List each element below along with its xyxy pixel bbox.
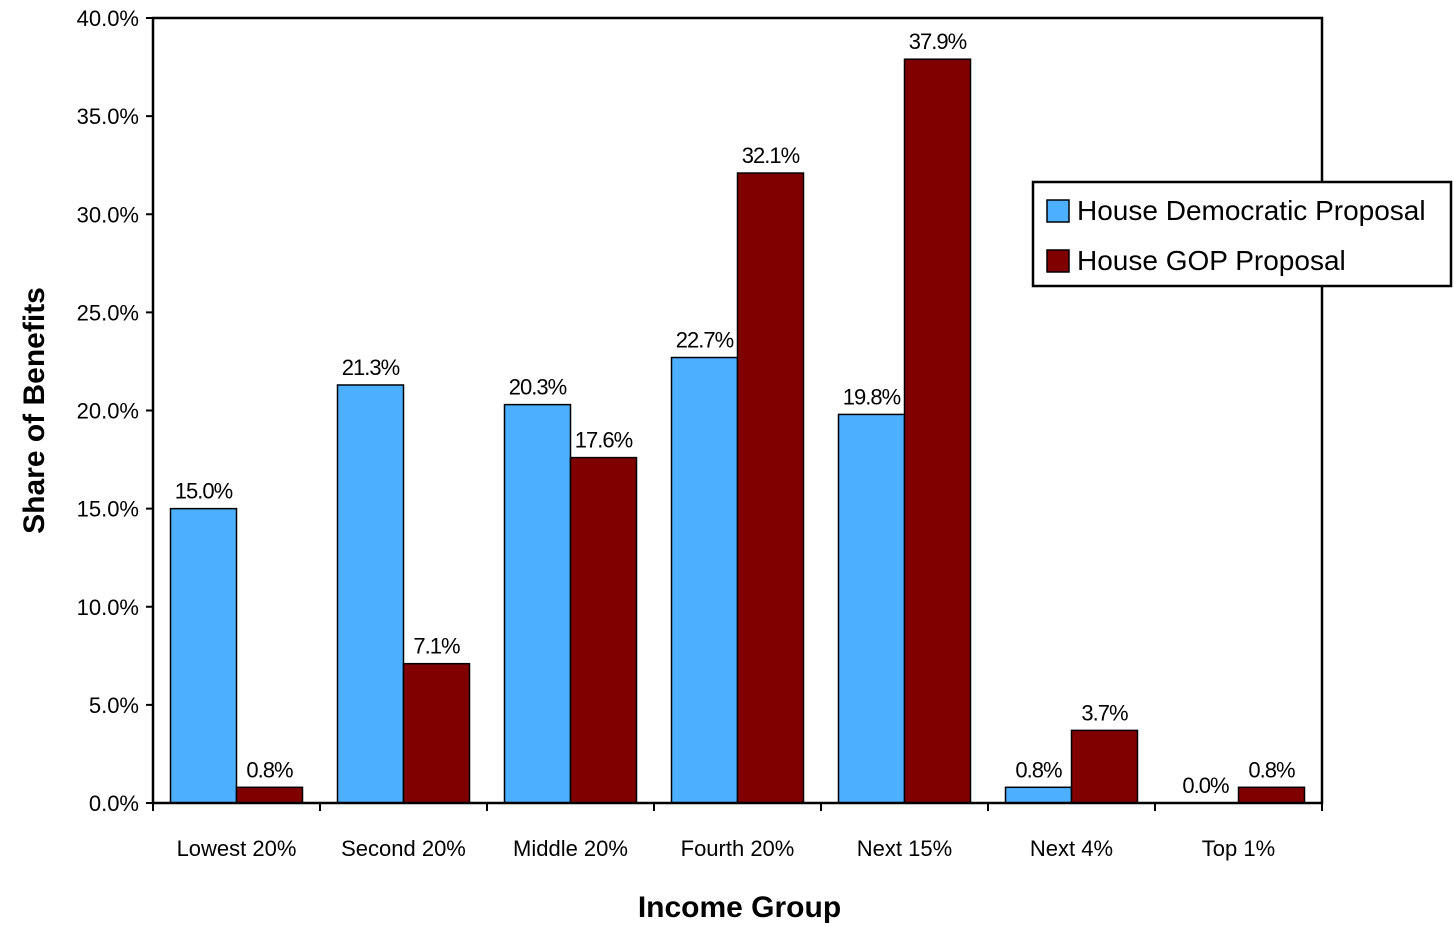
data-label: 0.8%: [246, 757, 293, 782]
bar-democratic: [670, 356, 739, 804]
legend-label: House Democratic Proposal: [1077, 195, 1426, 226]
data-label: 21.3%: [342, 355, 400, 380]
data-label: 3.7%: [1081, 700, 1128, 725]
plot-area-frame: [151, 16, 1324, 805]
data-label: 7.1%: [413, 634, 460, 659]
y-axis-ticks: 0.0% 5.0% 10.0% 15.0% 20.0% 25.0% 30.0% 35.0% 40…: [77, 6, 153, 816]
data-label: 19.8%: [843, 384, 901, 409]
bar-gop: [402, 662, 471, 804]
bar-gop: [736, 172, 805, 804]
data-label: 37.9%: [909, 29, 967, 54]
x-tick-label: Middle 20%: [513, 836, 628, 861]
y-axis-title: Share of Benefits: [18, 287, 51, 534]
legend: House Democratic Proposal House GOP Propo…: [1031, 180, 1453, 288]
legend-label: House GOP Proposal: [1077, 245, 1346, 276]
y-tick-label: 5.0%: [89, 693, 139, 718]
data-label: 17.6%: [575, 428, 633, 453]
y-tick-label: 0.0%: [89, 791, 139, 816]
y-tick-label: 35.0%: [77, 104, 139, 129]
x-tick-label: Next 4%: [1030, 836, 1113, 861]
x-tick-label: Second 20%: [341, 836, 466, 861]
x-axis-title: Income Group: [638, 891, 841, 924]
x-tick-label: Top 1%: [1202, 836, 1275, 861]
legend-swatch: [1046, 199, 1070, 223]
data-label: 20.3%: [509, 375, 567, 400]
y-tick-label: 30.0%: [77, 202, 139, 227]
bar-gop: [1070, 729, 1139, 804]
bar-democratic: [837, 413, 906, 804]
bar-gop: [235, 786, 304, 804]
y-tick-label: 40.0%: [77, 6, 139, 31]
bar-gop: [1237, 786, 1306, 804]
x-tick-label: Fourth 20%: [681, 836, 795, 861]
bar-democratic: [1004, 786, 1073, 804]
y-tick-label: 20.0%: [77, 399, 139, 424]
x-tick-label: Next 15%: [857, 836, 952, 861]
y-tick-label: 10.0%: [77, 595, 139, 620]
bar-democratic: [503, 403, 572, 804]
y-tick-label: 25.0%: [77, 300, 139, 325]
x-axis-ticks: Lowest 20% Second 20% Middle 20% Fourth 20%…: [152, 803, 1323, 861]
bar-democratic: [169, 507, 238, 804]
data-label: 15.0%: [175, 479, 233, 504]
data-labels: 15.0% 21.3% 20.3% 22.7% 19.8% 0.8% 0.0% 0.8% 7.1…: [175, 29, 1296, 798]
data-label: 22.7%: [676, 328, 734, 353]
bar-gop: [569, 456, 638, 804]
y-tick-label: 15.0%: [77, 497, 139, 522]
x-tick-label: Lowest 20%: [177, 836, 297, 861]
bar-gop: [903, 58, 972, 804]
bars: [169, 58, 1306, 804]
legend-swatch: [1046, 249, 1070, 273]
data-label: 0.8%: [1248, 757, 1295, 782]
data-label: 0.0%: [1182, 773, 1229, 798]
legend-box: [1031, 180, 1453, 288]
bar-democratic: [336, 384, 405, 804]
data-label: 32.1%: [742, 143, 800, 168]
data-label: 0.8%: [1015, 757, 1062, 782]
